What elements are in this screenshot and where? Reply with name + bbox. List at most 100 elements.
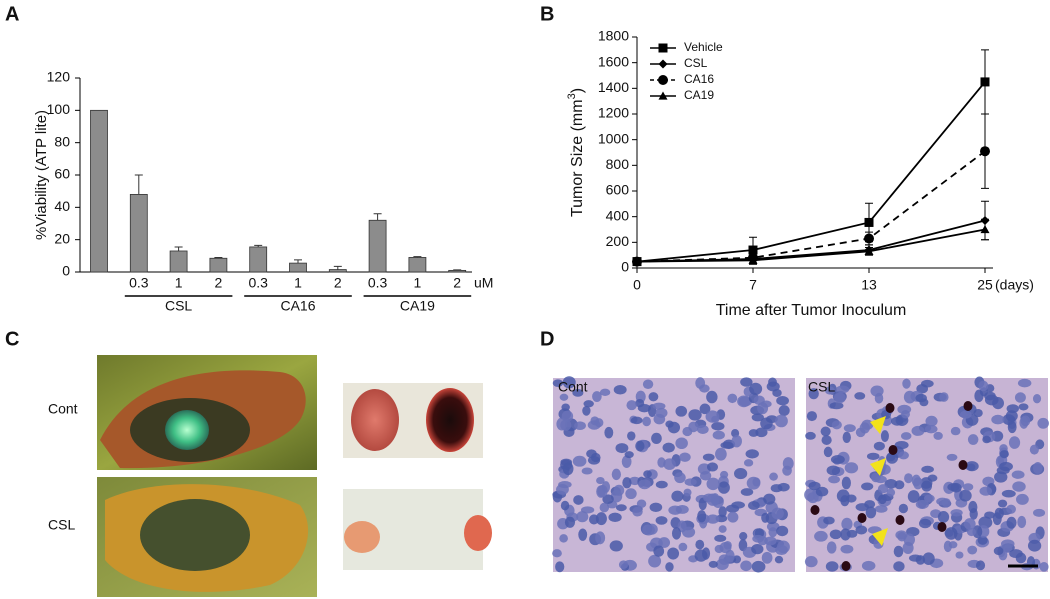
arrowhead [870,416,886,434]
nucleus [572,455,587,467]
nucleus [842,431,851,444]
nucleus [738,396,753,407]
nucleus [1005,410,1018,422]
nucleus [854,392,866,400]
nucleus [675,405,688,417]
marker [748,245,758,255]
nucleus [825,561,839,572]
nucleus [572,389,584,397]
legend-label: Vehicle [684,40,723,54]
marker [748,255,758,264]
error-bar [413,256,422,258]
nucleus [1018,403,1029,411]
bar [448,269,467,273]
marker [864,233,874,244]
y-tick-label: 1400 [598,79,629,95]
photo-tumor [165,410,209,450]
nucleus [748,501,760,510]
nucleus [844,462,859,474]
nucleus [642,524,655,536]
nucleus [880,430,889,442]
nucleus [667,421,681,434]
nucleus [734,468,748,480]
nucleus [626,400,637,411]
nucleus [918,518,932,529]
nucleus [583,400,594,408]
stained-cell [810,505,820,515]
y-tick-label: 1200 [598,105,629,121]
nucleus [855,525,868,535]
nucleus [717,481,730,494]
nucleus [830,455,845,464]
nucleus [843,424,856,433]
nucleus [694,549,708,562]
nucleus [1006,504,1016,514]
nucleus [586,449,597,459]
nucleus [652,402,666,410]
x-tick-label: 0.3 [368,275,388,291]
group-label: CSL [165,298,192,314]
nucleus [1001,489,1016,498]
error-bar [174,246,183,251]
x-tick-label: 2 [334,275,342,291]
stained-cell [857,513,867,523]
nucleus [823,516,835,525]
y-tick-label: 120 [47,69,71,85]
nucleus [599,388,611,397]
nucleus [782,465,792,476]
x-tick-label: 1 [294,275,302,291]
y-axis-label-part: 3 [566,93,578,99]
nucleus [613,484,625,496]
nucleus [637,404,651,413]
y-tick-label: 60 [54,166,70,182]
nucleus [774,414,788,428]
nucleus [632,506,643,517]
nucleus [678,542,688,552]
marker [864,217,874,227]
nucleus [911,425,925,436]
nucleus [967,434,979,445]
nucleus [618,560,629,569]
nucleus [915,499,929,509]
stained-cell [888,445,898,455]
column-label: Cont [558,379,588,395]
legend-marker [658,43,668,53]
nucleus [558,481,572,489]
nucleus [608,512,622,523]
nucleus [1027,539,1042,552]
x-axis-label: Time after Tumor Inoculum [716,302,907,319]
nucleus [855,427,866,438]
nucleus [1012,481,1026,492]
nucleus [625,488,637,500]
nucleus [602,494,614,505]
bar [249,246,268,273]
nucleus [1039,561,1049,572]
nucleus [648,392,659,402]
bar [289,262,307,273]
nucleus [596,476,605,485]
nucleus [967,463,976,471]
nucleus [752,534,764,543]
legend-marker [658,91,668,100]
stained-cell [963,401,973,411]
nucleus [963,518,976,530]
nucleus [576,511,589,523]
nucleus [911,474,921,487]
nucleus [776,525,789,537]
legend-label: CA19 [684,88,714,102]
x-unit: (days) [995,277,1034,293]
nucleus [861,560,876,571]
bar [368,219,387,273]
y-tick-label: 100 [47,101,71,117]
nucleus [731,501,745,509]
nucleus [648,554,662,568]
y-tick-label: 400 [606,207,630,223]
marker [980,77,990,87]
nucleus [714,534,727,542]
nucleus [740,560,752,572]
nucleus [684,478,697,486]
nucleus [597,484,608,498]
arrowhead [872,528,888,546]
error-bar [294,259,302,264]
nucleus [718,525,727,533]
